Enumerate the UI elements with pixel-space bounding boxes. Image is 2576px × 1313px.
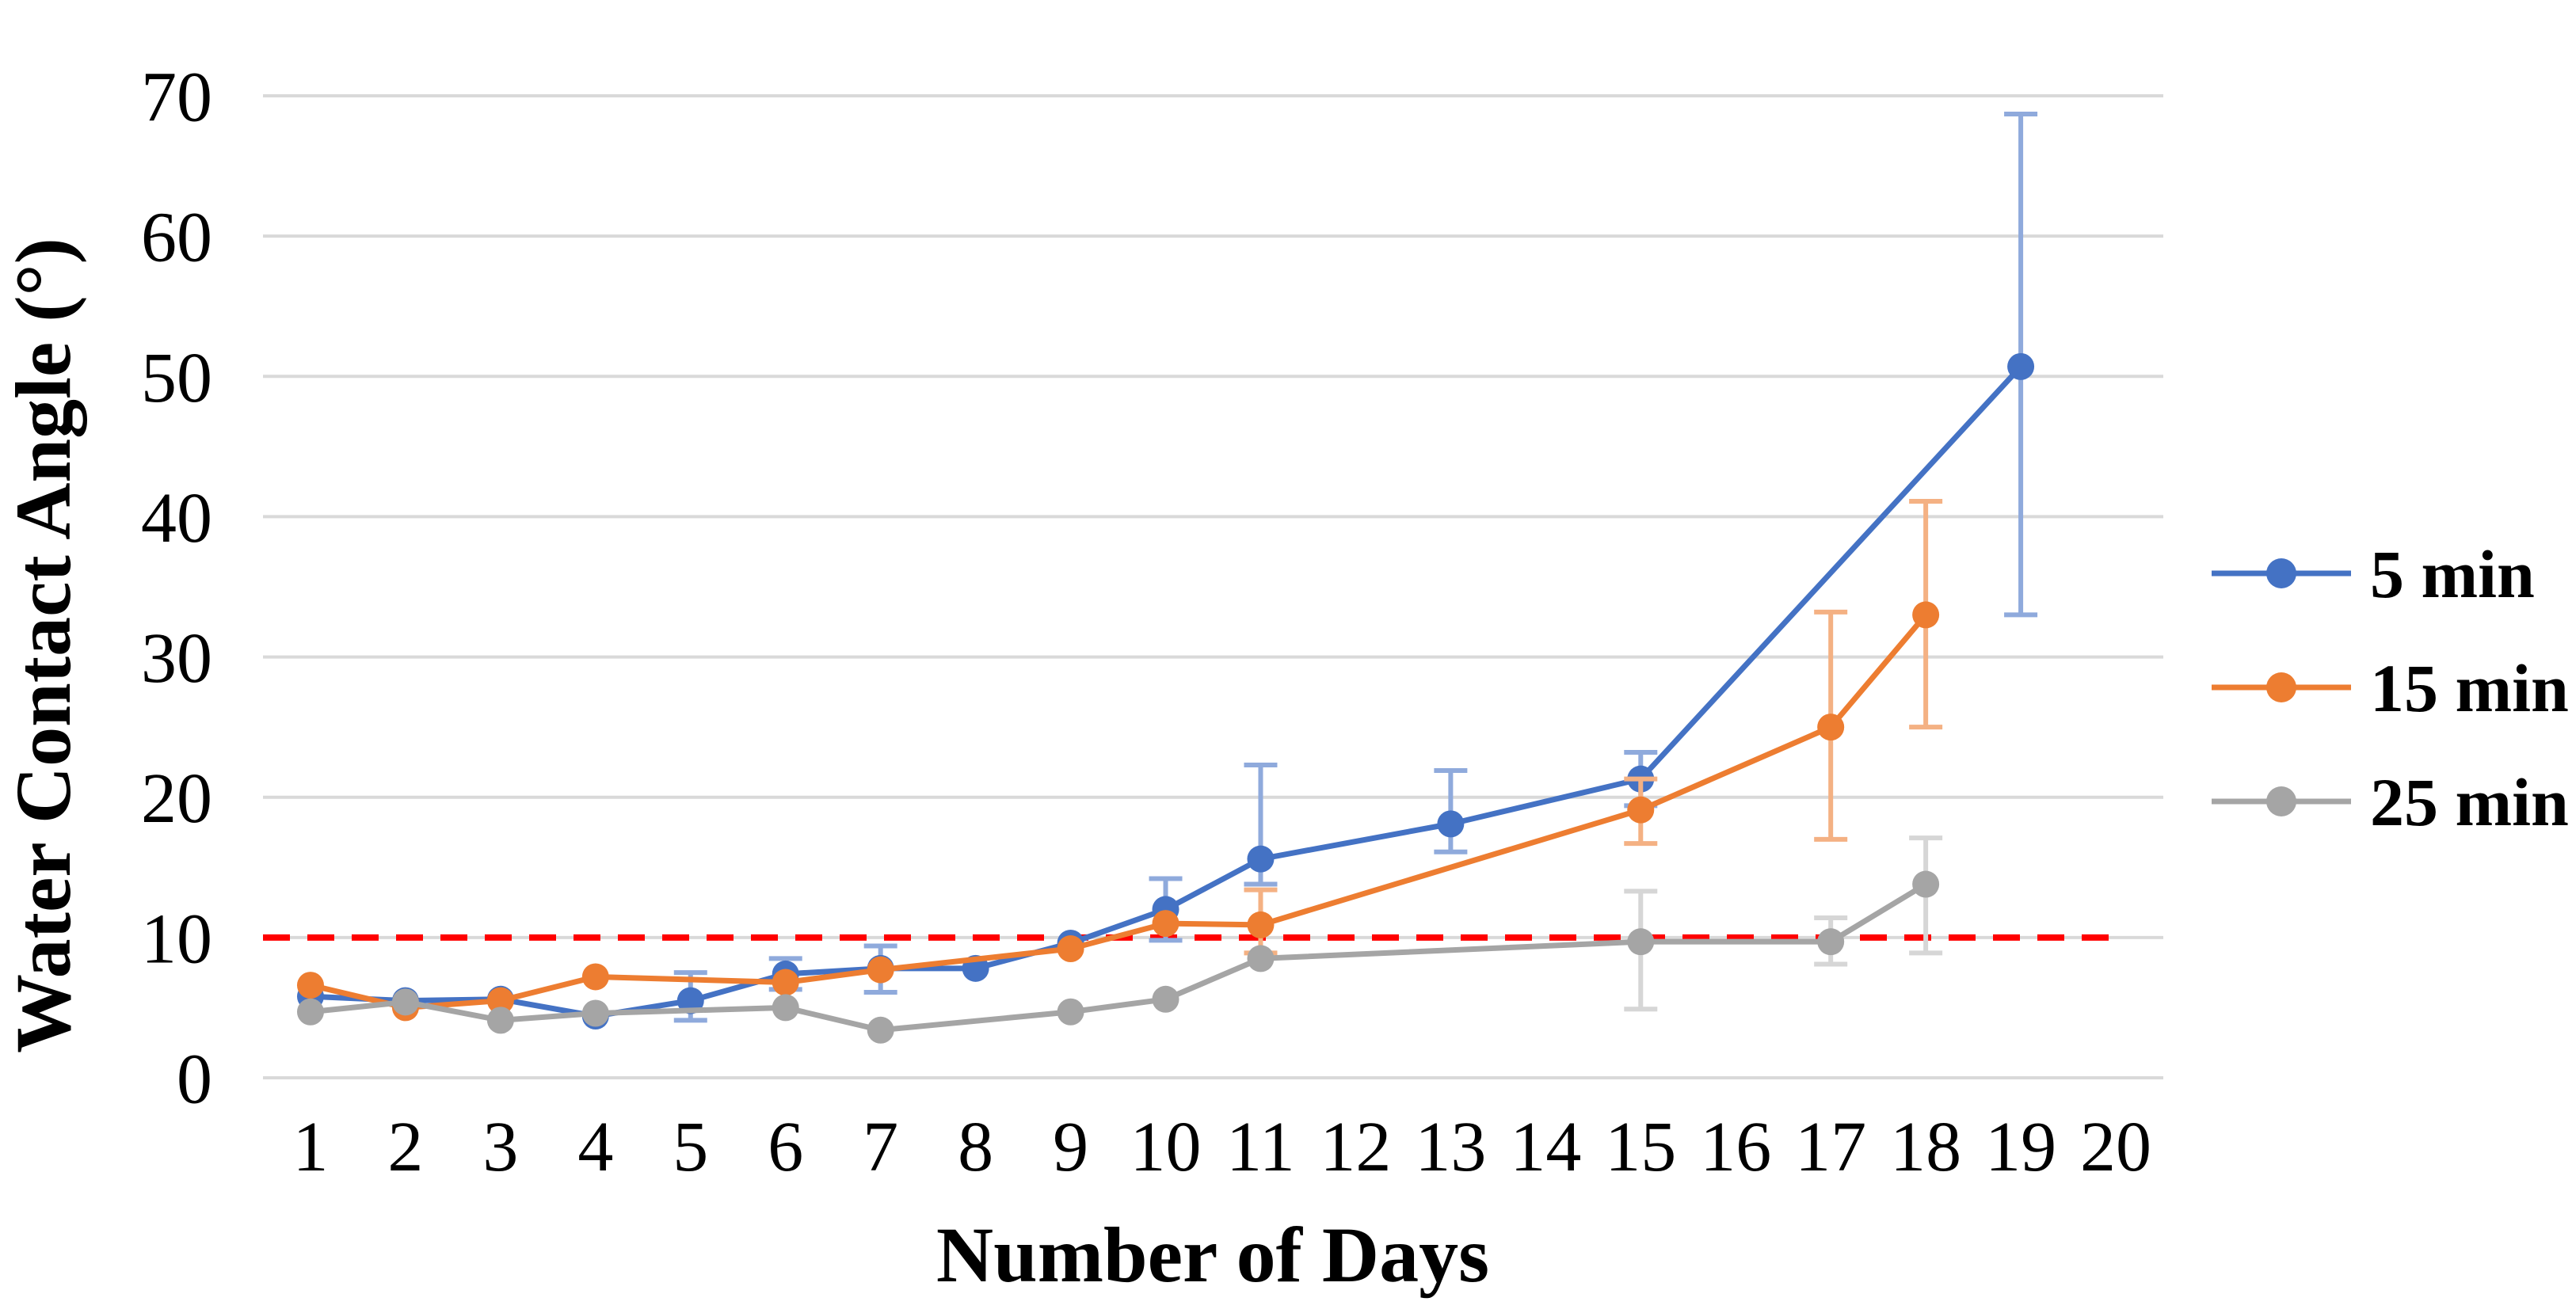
x-axis-title: Number of Days xyxy=(936,1211,1489,1299)
marker-25-min-day-11 xyxy=(1247,945,1275,972)
marker-15-min-day-17 xyxy=(1817,714,1845,741)
y-tick-label-50: 50 xyxy=(141,339,212,417)
x-tick-label-15: 15 xyxy=(1605,1108,1676,1186)
x-tick-label-20: 20 xyxy=(2080,1108,2151,1186)
marker-25-min-day-2 xyxy=(391,988,419,1016)
x-tick-label-19: 19 xyxy=(1985,1108,2056,1186)
y-tick-label-30: 30 xyxy=(141,619,212,698)
x-tick-label-17: 17 xyxy=(1795,1108,1866,1186)
legend: 5 min 15 min 25 min xyxy=(2212,536,2569,840)
marker-15-min-day-6 xyxy=(772,969,799,996)
y-tick-label-70: 70 xyxy=(141,59,212,137)
marker-5-min-day-19 xyxy=(2007,352,2035,380)
marker-25-min-day-1 xyxy=(296,998,324,1026)
x-tick-label-14: 14 xyxy=(1510,1108,1581,1186)
y-tick-label-0: 0 xyxy=(177,1041,212,1119)
y-tick-label-40: 40 xyxy=(141,479,212,558)
legend-item-15min: 15 min xyxy=(2212,650,2569,726)
marker-15-min-day-4 xyxy=(581,963,609,991)
marker-25-min-day-9 xyxy=(1057,998,1084,1026)
marker-15-min-day-15 xyxy=(1627,796,1655,824)
marker-15-min-day-9 xyxy=(1057,935,1084,963)
marker-25-min-day-17 xyxy=(1817,928,1845,956)
marker-25-min-day-10 xyxy=(1152,985,1179,1013)
x-tick-label-13: 13 xyxy=(1415,1108,1486,1186)
legend-item-25min: 25 min xyxy=(2212,764,2569,840)
marker-15-min-day-18 xyxy=(1912,601,1940,629)
legend-marker-icon xyxy=(2266,672,2296,702)
marker-25-min-day-18 xyxy=(1912,870,1940,898)
x-tick-labels: 1 2 3 4 5 6 7 8 9 10 11 12 13 14 15 16 17 18 19 20 xyxy=(292,1108,2151,1186)
gridlines-layer xyxy=(263,94,2163,1079)
legend-label: 5 min xyxy=(2370,536,2535,612)
legend-item-5min: 5 min xyxy=(2212,536,2535,612)
series-25-min-line xyxy=(307,881,1929,1033)
marker-25-min-day-3 xyxy=(486,1007,514,1034)
x-tick-label-1: 1 xyxy=(292,1108,328,1186)
marker-15-min-day-11 xyxy=(1247,911,1275,938)
marker-25-min-day-7 xyxy=(867,1016,894,1044)
marker-25-min-day-4 xyxy=(581,999,609,1027)
x-tick-label-2: 2 xyxy=(387,1108,423,1186)
marker-5-min-day-13 xyxy=(1437,810,1465,838)
marker-15-min-day-1 xyxy=(296,972,324,999)
x-tick-label-7: 7 xyxy=(863,1108,898,1186)
x-tick-label-9: 9 xyxy=(1053,1108,1088,1186)
y-tick-label-10: 10 xyxy=(141,900,212,978)
series-layer xyxy=(296,112,2038,1044)
series-5-min-line xyxy=(307,363,2024,1019)
y-tick-labels: 0 10 20 30 40 50 60 70 xyxy=(141,59,212,1119)
x-tick-label-12: 12 xyxy=(1320,1108,1391,1186)
y-tick-label-20: 20 xyxy=(141,759,212,838)
x-tick-label-8: 8 xyxy=(958,1108,993,1186)
x-tick-label-5: 5 xyxy=(673,1108,708,1186)
marker-5-min-day-5 xyxy=(676,987,704,1014)
y-axis-title: Water Contact Angle (°) xyxy=(0,238,87,1053)
series-25-min xyxy=(296,835,1943,1044)
legend-marker-icon xyxy=(2266,786,2296,816)
legend-label: 25 min xyxy=(2370,764,2569,840)
x-tick-label-4: 4 xyxy=(577,1108,613,1186)
marker-15-min-day-7 xyxy=(867,956,894,984)
x-tick-label-3: 3 xyxy=(482,1108,518,1186)
series-15-min-line xyxy=(307,611,1929,1010)
marker-25-min-day-6 xyxy=(772,994,799,1022)
y-tick-label-60: 60 xyxy=(141,199,212,277)
marker-15-min-day-10 xyxy=(1152,910,1179,938)
legend-label: 15 min xyxy=(2370,650,2569,726)
legend-marker-icon xyxy=(2266,558,2296,588)
marker-25-min-day-15 xyxy=(1627,928,1655,956)
x-tick-label-11: 11 xyxy=(1226,1108,1295,1186)
marker-5-min-day-11 xyxy=(1247,845,1275,873)
series-5-min xyxy=(296,112,2038,1030)
x-tick-label-18: 18 xyxy=(1890,1108,1961,1186)
series-15-min xyxy=(296,498,1943,1022)
x-tick-label-10: 10 xyxy=(1130,1108,1202,1186)
marker-15-min-day-3 xyxy=(486,987,514,1014)
x-tick-label-6: 6 xyxy=(768,1108,803,1186)
x-tick-label-16: 16 xyxy=(1700,1108,1771,1186)
